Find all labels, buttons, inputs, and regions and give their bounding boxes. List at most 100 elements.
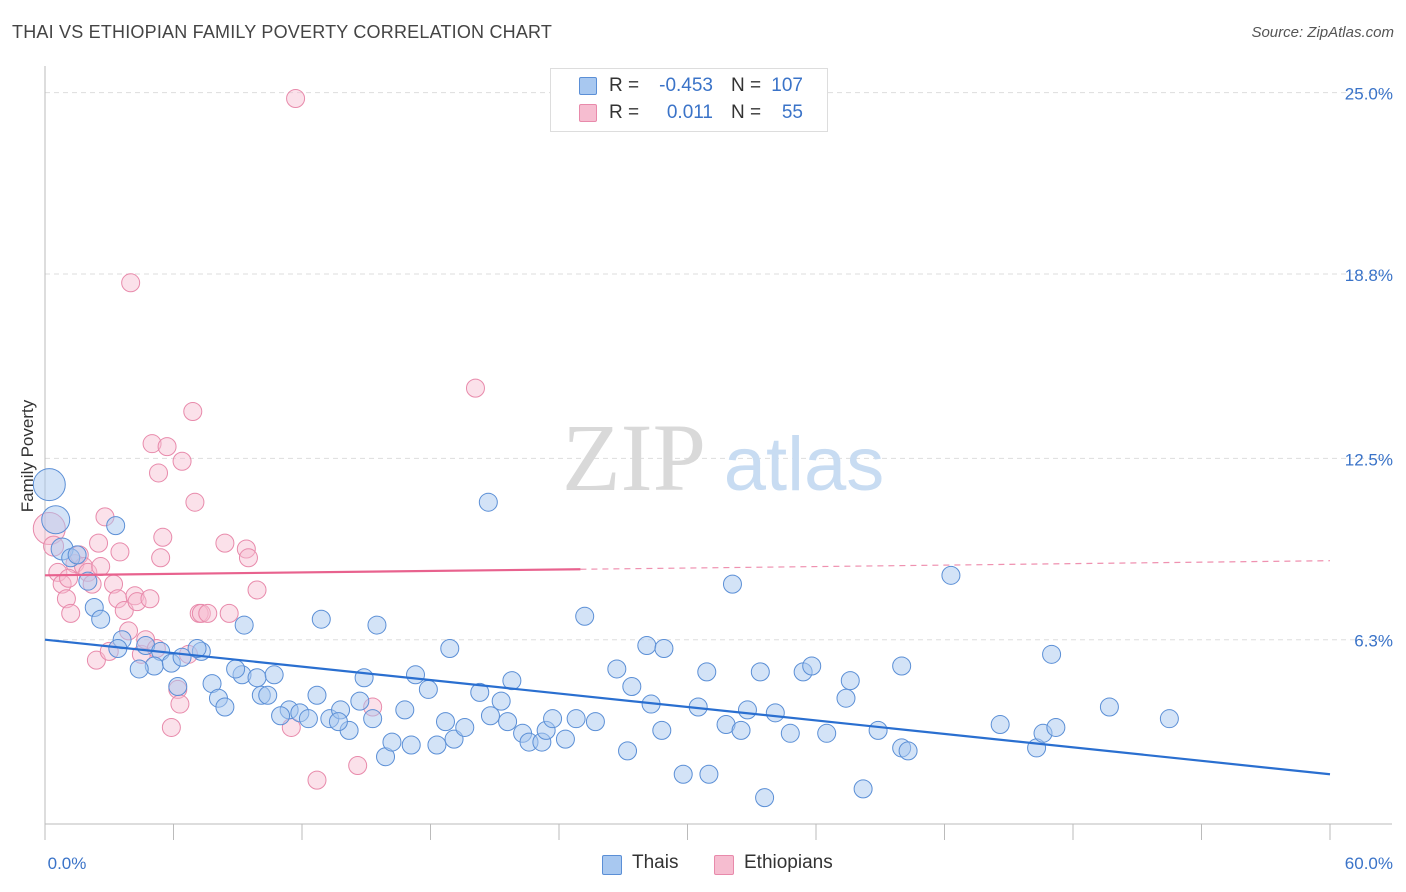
thais-point	[892, 656, 912, 676]
ethiopians-point	[198, 603, 218, 623]
legend-n-label: N =	[731, 102, 762, 123]
thais-point	[168, 677, 188, 697]
thais-point	[328, 712, 348, 732]
thais-point	[555, 729, 575, 749]
thais-point	[271, 706, 291, 726]
chart-title: THAI VS ETHIOPIAN FAMILY POVERTY CORRELA…	[12, 22, 553, 42]
ethiopians-point	[219, 603, 239, 623]
thais-point	[106, 516, 126, 536]
ethiopians-point	[172, 451, 192, 471]
thais-point	[618, 741, 638, 761]
thais-point	[32, 468, 66, 502]
thais-point	[836, 688, 856, 708]
thais-point	[941, 565, 961, 585]
ethiopians-point	[170, 694, 190, 714]
thais-point	[1159, 709, 1179, 729]
thais-point	[67, 545, 87, 565]
thais-point	[264, 665, 284, 685]
thais-point	[215, 697, 235, 717]
source-label: Source: ZipAtlas.com	[1251, 24, 1394, 41]
thais-point	[1042, 644, 1062, 664]
thais-point	[607, 659, 627, 679]
thais-point	[427, 735, 447, 755]
thais-point	[470, 682, 490, 702]
thais-point	[575, 606, 595, 626]
ethiopians-point	[59, 568, 79, 588]
ethiopians-point	[151, 548, 171, 568]
ethiopians-point	[465, 378, 485, 398]
ethiopians-point	[157, 437, 177, 457]
thais-point	[731, 720, 751, 740]
thais-point	[187, 638, 207, 658]
thais-point	[382, 732, 402, 752]
thais-point	[491, 691, 511, 711]
thais-point	[673, 764, 693, 784]
thais-point	[654, 638, 674, 658]
thais-point	[585, 712, 605, 732]
correlation-legend: R = -0.453 N = 107 R = 0.011 N = 55	[550, 68, 828, 132]
watermark-atlas: atlas	[724, 422, 885, 507]
ethiopians-point	[121, 273, 141, 293]
y-tick-label: 6.3%	[1354, 632, 1393, 651]
ethiopians-point	[127, 592, 147, 612]
thais-point	[840, 671, 860, 691]
ethiopians-legend-swatch	[714, 855, 734, 875]
ethiopians-point	[140, 589, 160, 609]
ethiopians-trend-line	[44, 568, 581, 577]
watermark: ZIP atlas	[562, 404, 884, 511]
thais-point	[780, 723, 800, 743]
y-tick-label: 12.5%	[1345, 450, 1393, 469]
thais-point	[765, 703, 785, 723]
legend-r-label: R =	[609, 75, 640, 96]
y-tick-label: 18.8%	[1345, 266, 1393, 285]
ethiopians-point	[185, 492, 205, 512]
thais-point	[543, 709, 563, 729]
legend-n-value: 55	[781, 102, 803, 123]
thais-point	[652, 720, 672, 740]
ethiopians-point	[183, 402, 203, 422]
thais-point	[697, 662, 717, 682]
thais-series	[32, 468, 1179, 808]
thais-point	[406, 665, 426, 685]
ethiopians-trend-extension	[580, 560, 1331, 570]
thais-point	[750, 662, 770, 682]
thais-point	[350, 691, 370, 711]
thais-swatch	[579, 77, 597, 95]
ethiopians-point	[61, 603, 81, 623]
thais-point	[298, 709, 318, 729]
thais-point	[418, 679, 438, 699]
ethiopians-point	[142, 434, 162, 454]
legend-r-value: -0.453	[659, 75, 713, 96]
thais-point	[247, 668, 267, 688]
thais-point	[722, 574, 742, 594]
thais-point	[1046, 717, 1066, 737]
thais-point	[699, 764, 719, 784]
ethiopians-point	[91, 557, 111, 577]
trend-lines	[44, 560, 1331, 776]
thais-point	[737, 700, 757, 720]
thais-point	[637, 636, 657, 656]
thais-trend-line	[44, 638, 1331, 776]
axes	[44, 66, 1392, 840]
ethiopians-point	[161, 717, 181, 737]
watermark-zip: ZIP	[562, 404, 706, 511]
thais-point	[129, 659, 149, 679]
ethiopians-swatch	[579, 104, 597, 122]
legend-r-value: 0.011	[666, 102, 713, 123]
ethiopians-point	[149, 463, 169, 483]
thais-point	[480, 706, 500, 726]
thais-point	[802, 656, 822, 676]
thais-point	[444, 729, 464, 749]
y-axis-label: Family Poverty	[18, 399, 37, 512]
thais-point	[226, 659, 246, 679]
thais-point	[622, 677, 642, 697]
thais-point	[307, 685, 327, 705]
thais-point	[498, 712, 518, 732]
thais-point	[258, 685, 278, 705]
thais-point	[435, 712, 455, 732]
thais-point	[367, 615, 387, 635]
thais-point	[898, 741, 918, 761]
ethiopians-point	[307, 770, 327, 790]
thais-point	[755, 788, 775, 808]
